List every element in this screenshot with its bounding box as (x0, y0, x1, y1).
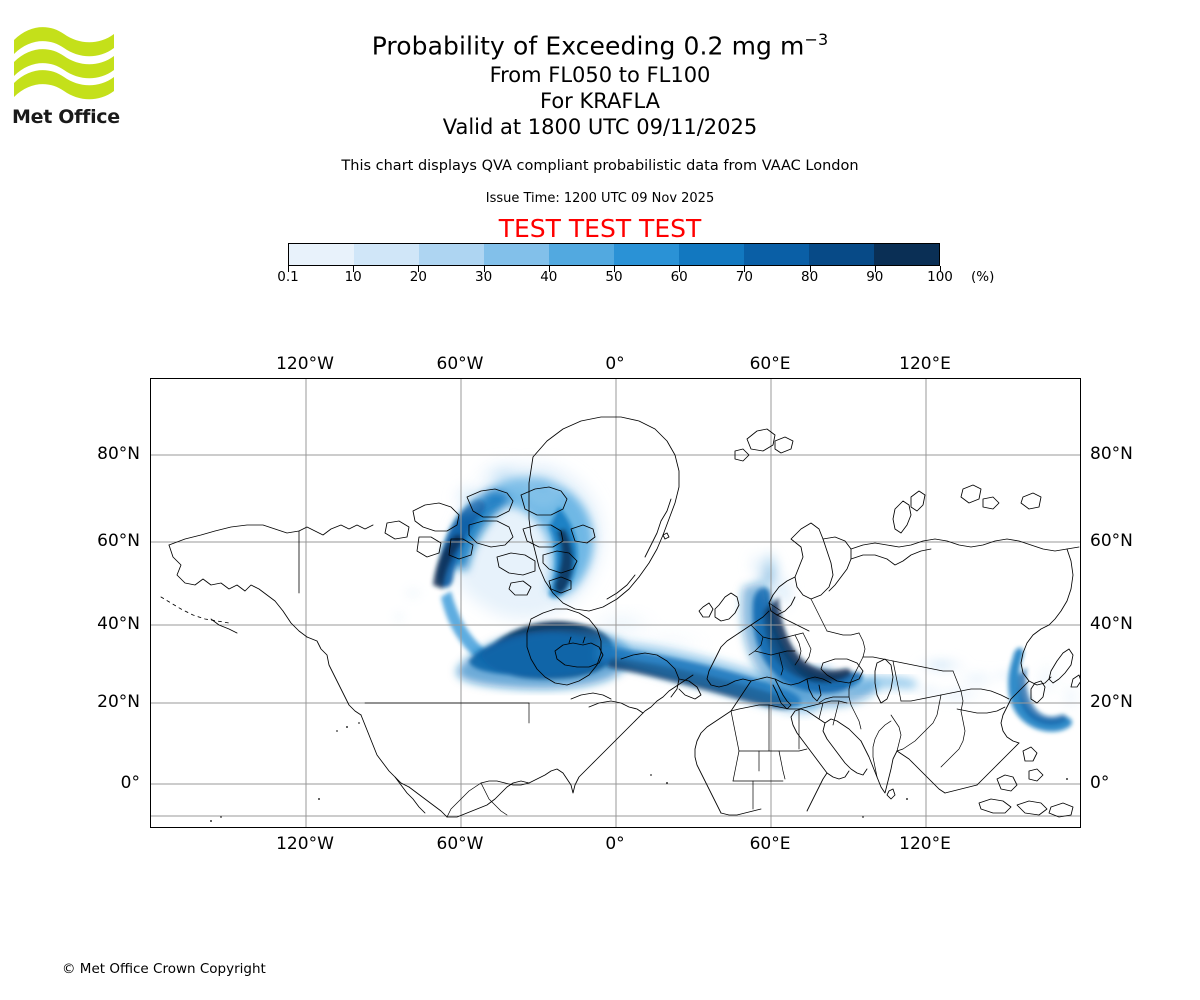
colorbar-tick-label: 10 (344, 269, 362, 285)
lat-tick-label-right: 0° (1090, 773, 1110, 793)
copyright-text: © Met Office Crown Copyright (62, 961, 266, 977)
colorbar-tick (483, 266, 485, 272)
colorbar-segment-3 (484, 244, 549, 265)
ash-probability-field (389, 453, 1080, 732)
lat-tick-label-left: 60°N (97, 531, 140, 551)
colorbar-segment-2 (419, 244, 484, 265)
lon-tick-label: 120°W (276, 834, 334, 854)
colorbar-tick (288, 266, 289, 272)
lon-tick-label: 60°E (749, 834, 791, 854)
page-title: Probability of Exceeding 0.2 mg m−3 (0, 24, 1200, 62)
lat-tick-label-right: 80°N (1090, 444, 1133, 464)
test-banner: TEST TEST TEST (498, 214, 702, 243)
map-coastlines (160, 416, 1080, 818)
lat-tick-label-left: 80°N (97, 444, 140, 464)
colorbar-tick (744, 266, 746, 272)
map-plot-area (150, 378, 1081, 828)
colorbar-tick-label: 90 (866, 269, 884, 285)
lon-tick-label: 120°E (899, 834, 951, 854)
lon-tick-label: 60°E (749, 354, 791, 374)
colorbar-tick-label: 30 (475, 269, 493, 285)
colorbar-tick-label: 40 (540, 269, 558, 285)
colorbar-tick-label: 100 (927, 269, 953, 285)
lon-tick-label: 120°E (899, 354, 951, 374)
colorbar-tick (809, 266, 811, 272)
colorbar-tick-label: 0.1 (277, 269, 299, 285)
qva-note: This chart displays QVA compliant probab… (341, 158, 859, 174)
title-main-text: Probability of Exceeding 0.2 mg m (371, 31, 805, 61)
colorbar-tick-label: 20 (409, 269, 427, 285)
colorbar-segment-1 (354, 244, 419, 265)
map-gridlines (151, 379, 1080, 827)
issue-time: Issue Time: 1200 UTC 09 Nov 2025 (485, 191, 715, 206)
lat-tick-label-left: 20°N (97, 692, 140, 712)
colorbar-unit-label: (%) (971, 269, 995, 285)
colorbar-tick (940, 266, 941, 272)
colorbar-segment-0 (289, 244, 354, 265)
colorbar-tick-labels: 0.1 10 20 30 40 50 60 70 80 90 100 (277, 269, 953, 289)
colorbar-segment-6 (679, 244, 744, 265)
small-islands (210, 722, 1068, 822)
title-flight-levels: From FL050 to FL100 (489, 63, 711, 87)
lon-tick-label: 0° (605, 834, 625, 854)
lon-tick-label: 60°W (436, 354, 484, 374)
met-office-logo: Met Office (12, 22, 120, 128)
title-volcano: For KRAFLA (540, 89, 660, 113)
colorbar (288, 243, 940, 266)
lat-tick-label-left: 40°N (97, 614, 140, 634)
colorbar-tick (418, 266, 420, 272)
colorbar-ticks (288, 266, 941, 274)
colorbar-tick (874, 266, 876, 272)
colorbar-segment-8 (809, 244, 874, 265)
lat-tick-label-right: 20°N (1090, 692, 1133, 712)
colorbar-tick-label: 70 (735, 269, 753, 285)
colorbar-tick-label: 50 (605, 269, 623, 285)
lon-tick-label: 120°W (276, 354, 334, 374)
colorbar-segment-7 (744, 244, 809, 265)
colorbar-gradient (288, 243, 940, 266)
colorbar-tick-label: 60 (670, 269, 688, 285)
lat-tick-label-right: 60°N (1090, 531, 1133, 551)
lon-tick-label: 60°W (436, 834, 484, 854)
map-canvas (151, 379, 1080, 827)
title-valid-time: Valid at 1800 UTC 09/11/2025 (442, 115, 758, 139)
colorbar-segment-5 (614, 244, 679, 265)
lon-tick-label: 0° (605, 354, 625, 374)
colorbar-tick-label: 80 (801, 269, 819, 285)
colorbar-tick (548, 266, 550, 272)
colorbar-tick (614, 266, 615, 272)
logo-waves-icon (14, 27, 114, 100)
lat-tick-label-left: 0° (120, 773, 140, 793)
colorbar-segment-4 (549, 244, 614, 265)
lat-tick-label-right: 40°N (1090, 614, 1133, 634)
colorbar-tick (679, 266, 681, 272)
colorbar-tick (353, 266, 355, 272)
colorbar-segment-9 (874, 244, 939, 265)
logo-text: Met Office (12, 106, 120, 128)
title-exponent: −3 (804, 30, 829, 49)
